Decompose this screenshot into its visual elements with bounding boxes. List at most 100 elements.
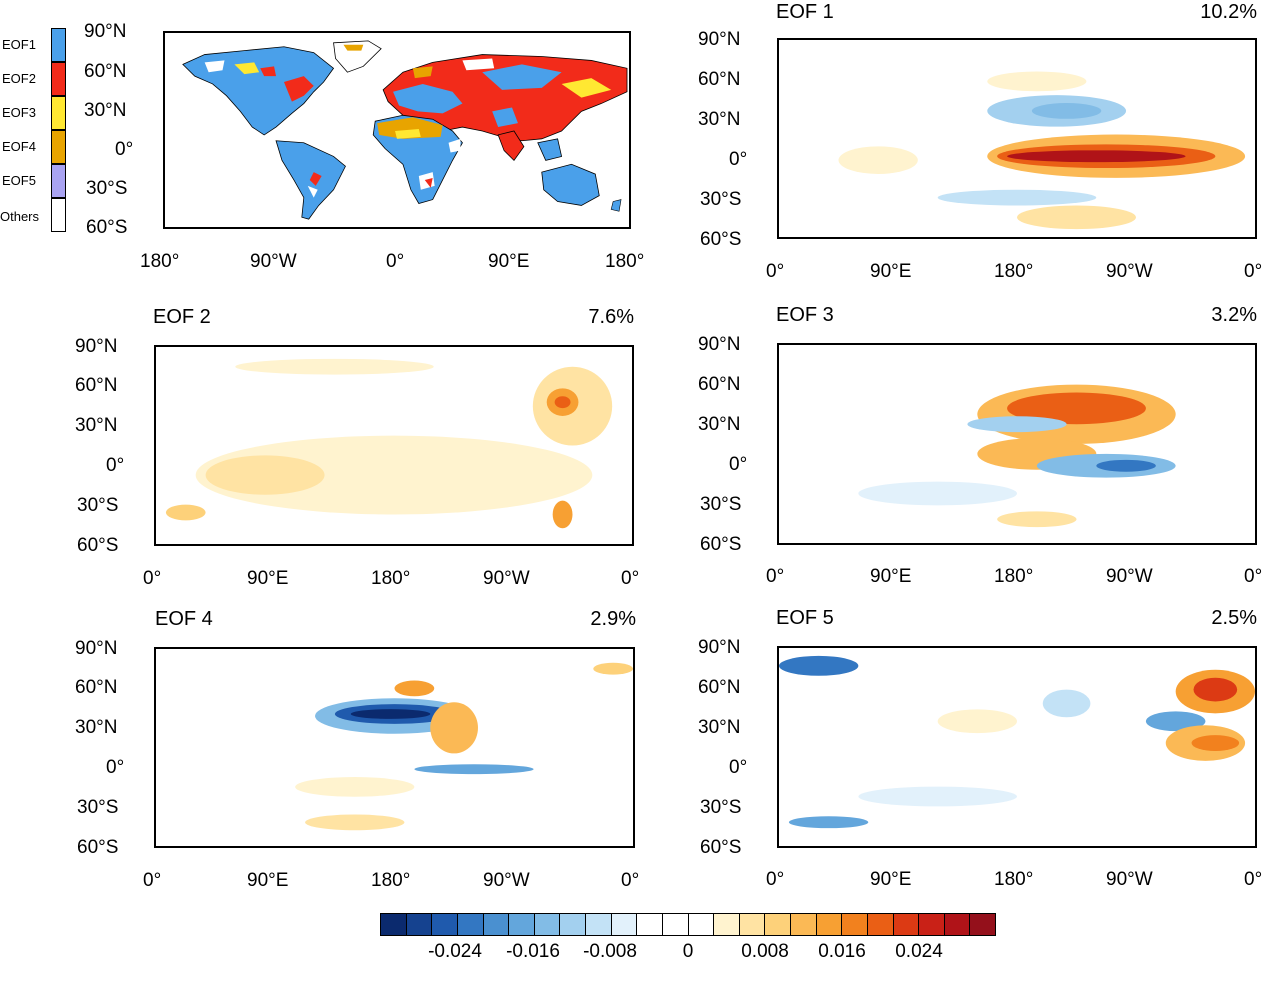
legend-label: Others — [0, 209, 40, 224]
lon-label: 0° — [1244, 261, 1263, 282]
lon-label: 180° — [371, 568, 411, 589]
lon-label: 0° — [621, 870, 640, 891]
legend-swatch — [51, 130, 66, 164]
legend-item-others: Others — [0, 198, 68, 232]
lon-label: 90°W — [483, 568, 530, 589]
legend-swatch — [51, 198, 66, 232]
legend-item-eof2: EOF2 — [0, 62, 68, 96]
colorbar-cell — [483, 914, 510, 935]
colorbar-cell — [586, 914, 612, 935]
lat-label: 60°N — [698, 69, 741, 90]
colorbar-cell — [406, 914, 433, 935]
colorbar-cell — [611, 914, 638, 935]
lat-label: 90°N — [75, 638, 118, 659]
colorbar-tick-label: -0.016 — [506, 941, 560, 962]
colorbar-cell — [637, 914, 663, 935]
colorbar-cell — [381, 914, 407, 935]
colorbar-cell — [560, 914, 586, 935]
lat-label: 30°N — [698, 717, 741, 738]
lat-label: 30°S — [700, 797, 742, 818]
lat-label: 60°S — [86, 217, 128, 238]
panel-title: EOF 1 — [776, 1, 834, 23]
lon-label: 180° — [371, 870, 411, 891]
lon-label: 90°W — [483, 870, 530, 891]
colorbar-cell — [662, 914, 689, 935]
legend-item-eof3: EOF3 — [0, 96, 68, 130]
lon-label: 180° — [994, 566, 1034, 587]
panel-title: EOF 3 — [776, 304, 834, 326]
lat-label: 30°S — [77, 797, 119, 818]
legend-label: EOF4 — [2, 139, 36, 154]
lat-label: 30°N — [75, 415, 118, 436]
lon-label: 0° — [1244, 869, 1263, 890]
colorbar-cell — [791, 914, 817, 935]
lon-label: 0° — [143, 870, 162, 891]
lat-label: 90°N — [698, 29, 741, 50]
lat-label: 30°N — [698, 414, 741, 435]
legend-item-eof1: EOF1 — [0, 28, 68, 62]
eof-map-2 — [154, 345, 634, 546]
lat-label: 0° — [106, 757, 125, 778]
colorbar-tick-label: -0.024 — [428, 941, 482, 962]
lat-label: 0° — [729, 149, 748, 170]
colorbar-cell — [509, 914, 535, 935]
lat-label: 90°N — [75, 336, 118, 357]
lat-label: 60°N — [84, 61, 127, 82]
lat-label: 30°N — [75, 717, 118, 738]
colorbar-cell — [765, 914, 791, 935]
variance-percent: 2.5% — [1211, 607, 1257, 629]
lon-label: 90°E — [247, 568, 289, 589]
legend-swatch — [51, 62, 66, 96]
lat-label: 60°S — [77, 837, 119, 858]
lat-label: 90°N — [84, 21, 127, 42]
lon-label: 180° — [605, 251, 645, 272]
panel-title: EOF 2 — [153, 306, 211, 328]
lat-label: 0° — [115, 139, 134, 160]
lon-label: 90°W — [1106, 566, 1153, 587]
lon-label: 0° — [386, 251, 405, 272]
lat-label: 60°S — [700, 534, 742, 555]
legend-item-eof4: EOF4 — [0, 130, 68, 164]
lon-label: 90°W — [1106, 261, 1153, 282]
lon-label: 90°E — [870, 261, 912, 282]
legend-label: EOF3 — [2, 105, 36, 120]
colorbar-cell — [688, 914, 715, 935]
lat-label: 60°S — [700, 837, 742, 858]
lon-label: 90°E — [488, 251, 530, 272]
colorbar — [380, 913, 996, 936]
colorbar-tick-label: -0.008 — [583, 941, 637, 962]
variance-percent: 3.2% — [1211, 304, 1257, 326]
colorbar-cell — [432, 914, 458, 935]
lon-label: 180° — [140, 251, 180, 272]
lat-label: 30°N — [84, 100, 127, 121]
eof-map-3 — [777, 343, 1257, 545]
colorbar-cell — [944, 914, 971, 935]
lat-label: 30°N — [698, 109, 741, 130]
lat-label: 90°N — [698, 334, 741, 355]
legend-label: EOF5 — [2, 173, 36, 188]
lon-label: 90°E — [247, 870, 289, 891]
lon-label: 0° — [766, 261, 785, 282]
eof-map-1 — [777, 38, 1257, 239]
lon-label: 90°E — [870, 869, 912, 890]
lon-label: 0° — [621, 568, 640, 589]
colorbar-cell — [919, 914, 945, 935]
colorbar-cell — [534, 914, 561, 935]
lon-label: 90°W — [250, 251, 297, 272]
lat-label: 60°N — [698, 374, 741, 395]
dominant-eof-map — [163, 31, 631, 229]
colorbar-cell — [842, 914, 868, 935]
eof-map-5 — [777, 646, 1257, 848]
legend-swatch — [51, 28, 66, 62]
eof-map-4 — [154, 647, 635, 848]
lat-label: 30°S — [77, 495, 119, 516]
legend-label: EOF2 — [2, 71, 36, 86]
variance-percent: 10.2% — [1200, 1, 1257, 23]
lon-label: 0° — [1244, 566, 1263, 587]
lon-label: 180° — [994, 869, 1034, 890]
lat-label: 60°S — [77, 535, 119, 556]
colorbar-cell — [970, 914, 995, 935]
lon-label: 180° — [994, 261, 1034, 282]
lat-label: 60°N — [698, 677, 741, 698]
colorbar-cell — [893, 914, 920, 935]
